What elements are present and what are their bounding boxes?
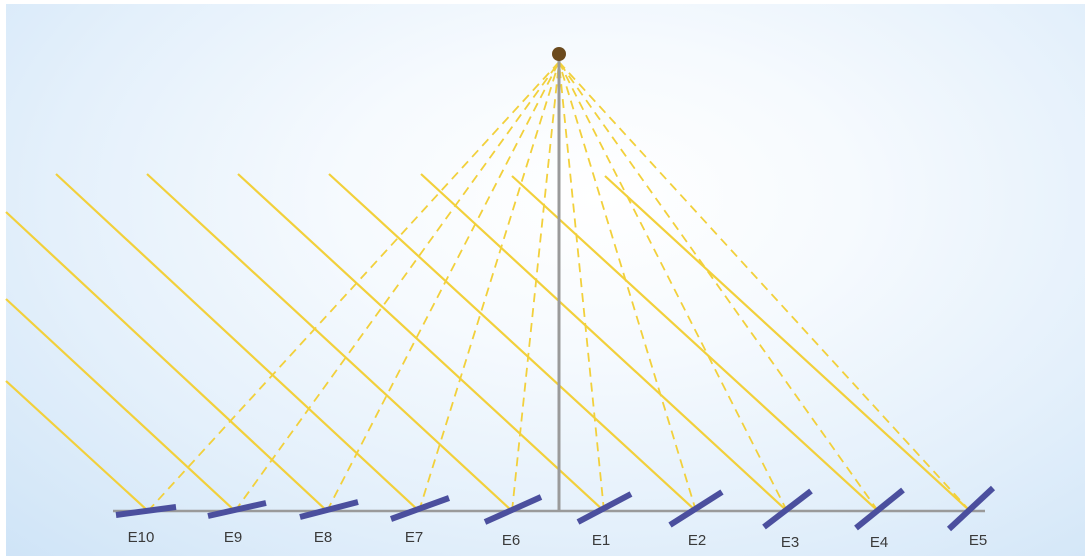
reflected-ray-e6 (511, 61, 560, 512)
reflected-ray-e4 (558, 61, 879, 512)
mirror-e8 (299, 499, 359, 520)
incident-ray-e2 (328, 173, 697, 512)
heliostat-label-e10: E10 (127, 529, 155, 546)
mirror-e9 (207, 500, 267, 519)
incident-ray-e10 (5, 380, 149, 512)
heliostat-label-e2: E2 (687, 532, 707, 549)
mirror-e5 (946, 485, 996, 532)
reflected-ray-e9 (234, 61, 560, 512)
mirror-e2 (668, 489, 724, 528)
mirror-e7 (389, 495, 451, 522)
reflected-ray-e7 (418, 61, 560, 512)
reflected-ray-e1 (558, 61, 605, 512)
heliostat-label-e8: E8 (313, 529, 333, 546)
incident-ray-e5 (604, 175, 971, 512)
reflected-ray-e8 (326, 61, 560, 512)
heliostat-label-e5: E5 (968, 532, 988, 549)
heliostat-label-e1: E1 (591, 532, 611, 549)
incident-ray-e9 (5, 298, 236, 512)
incident-ray-e7 (55, 173, 420, 512)
heliostat-label-e3: E3 (780, 534, 800, 551)
incident-sun-rays (5, 173, 971, 512)
mirror-e3 (762, 488, 813, 530)
incident-ray-e3 (420, 173, 788, 512)
incident-ray-e4 (511, 175, 879, 512)
incident-ray-e8 (5, 211, 328, 512)
heliostat-label-e4: E4 (869, 534, 889, 551)
mirror-e10 (115, 504, 177, 518)
reflected-ray-e10 (147, 61, 560, 512)
heliostat-label-e6: E6 (501, 532, 521, 549)
receiver-icon (552, 47, 566, 61)
reflected-ray-e3 (558, 61, 788, 512)
heliostat-label-e9: E9 (223, 529, 243, 546)
heliostat-label-e7: E7 (404, 529, 424, 546)
mirror-e6 (483, 494, 543, 525)
heliostat-mirrors (115, 485, 996, 532)
reflected-ray-e5 (558, 61, 971, 512)
reflected-rays (147, 61, 971, 512)
reflected-ray-e2 (558, 61, 697, 512)
incident-ray-e1 (237, 173, 605, 512)
mirror-e1 (576, 491, 633, 525)
mirror-e4 (854, 487, 905, 531)
incident-ray-e6 (146, 173, 513, 512)
